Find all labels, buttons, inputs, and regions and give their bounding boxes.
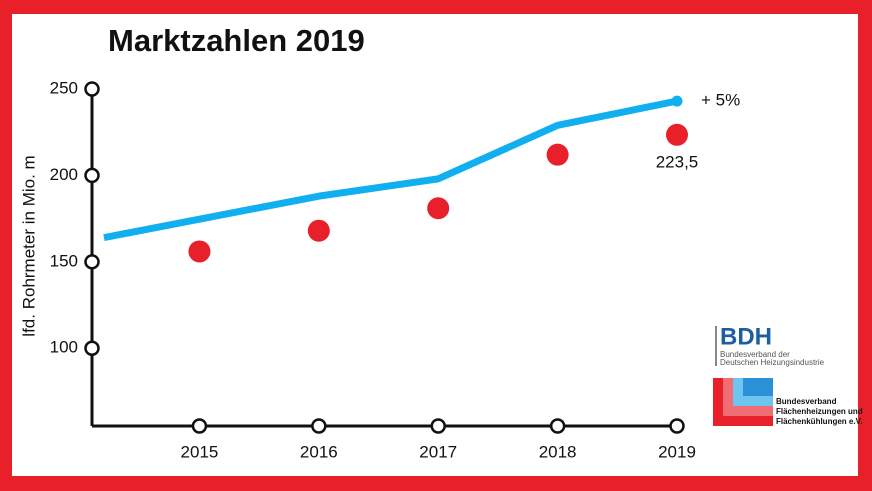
- x-tick: [311, 418, 327, 434]
- logo-title: BDH: [720, 323, 772, 350]
- data-point: [546, 143, 569, 166]
- y-tick-label: 200: [50, 165, 78, 184]
- logo-text: Deutschen Heizungsindustrie: [720, 358, 825, 367]
- bvf-logo: Bundesverband Flächenheizungen und Fläch…: [713, 378, 863, 426]
- x-tick: [669, 418, 685, 434]
- logo-bar: [715, 326, 717, 366]
- trend-line: [103, 97, 678, 242]
- logo-text: Flächenheizungen und: [776, 407, 863, 416]
- data-point: [307, 219, 330, 242]
- line-end: [671, 95, 683, 107]
- x-tick-label: 2016: [300, 442, 338, 461]
- x-tick-label: 2015: [181, 442, 219, 461]
- x-tick-label: 2017: [419, 442, 457, 461]
- y-tick: [84, 167, 100, 184]
- x-tick-label: 2019: [658, 442, 696, 461]
- y-tick-label: 150: [50, 251, 78, 270]
- data-point: [666, 123, 688, 146]
- logo-text: Bundesverband: [776, 397, 837, 406]
- x-tick: [430, 418, 446, 434]
- x-tick: [191, 418, 208, 434]
- logo-text: Flächenkühlungen e.V.: [776, 417, 862, 426]
- y-axis-label: lfd. Rohrmeter in Mio. m: [19, 155, 38, 336]
- bdh-logo: BDH Bundesverband der Deutschen Heizungs…: [715, 323, 825, 367]
- logo-shape: [743, 378, 773, 396]
- x-tick-label: 2018: [539, 442, 577, 461]
- y-tick: [84, 340, 100, 356]
- y-tick-label: 100: [50, 338, 78, 357]
- x-tick: [549, 418, 566, 434]
- data-point: [188, 240, 211, 263]
- y-tick: [84, 254, 100, 270]
- y-tick-label: 250: [50, 78, 78, 97]
- annotation: + 5%: [701, 91, 740, 110]
- y-tick: [84, 81, 100, 97]
- data-label: 223,5: [656, 152, 699, 171]
- logo-text: Bundesverband der: [720, 350, 790, 359]
- data-point: [427, 197, 450, 220]
- chart-title: Marktzahlen 2019: [108, 23, 365, 58]
